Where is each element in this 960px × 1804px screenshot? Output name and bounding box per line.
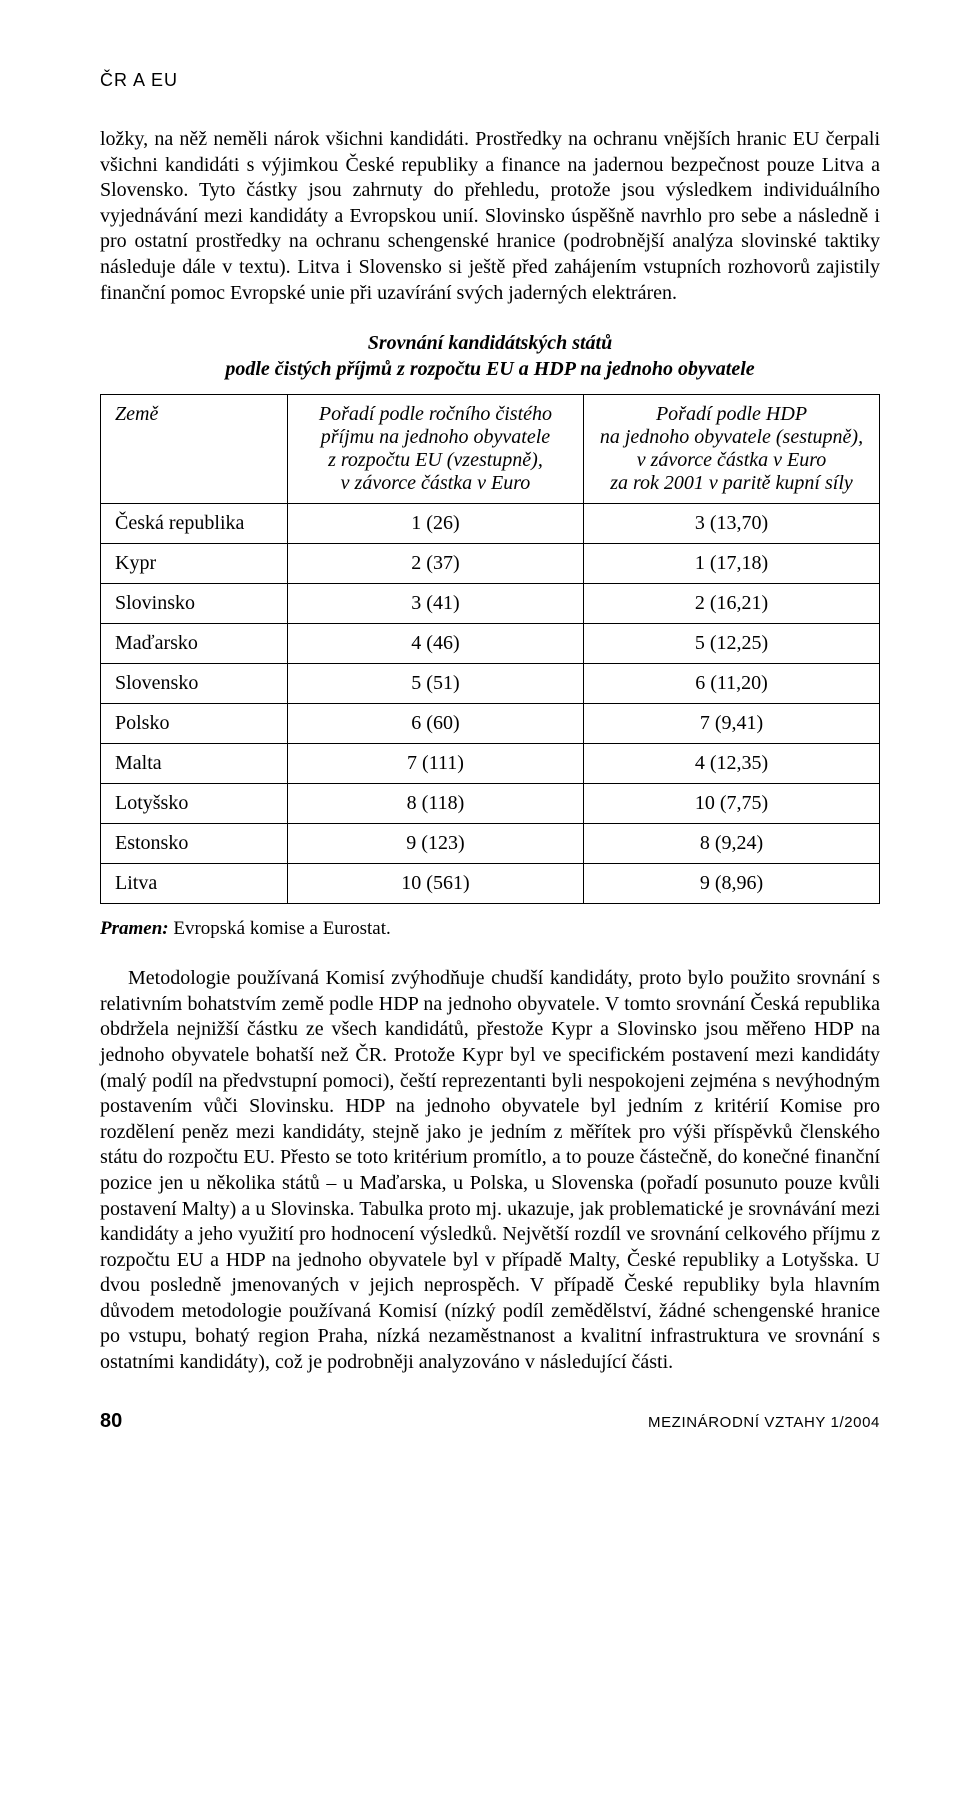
col1-line4: v závorce částka v Euro	[341, 472, 531, 494]
table-title-line1: Srovnání kandidátských států	[368, 332, 613, 354]
cell-country: Maďarsko	[101, 624, 288, 664]
comparison-table: Země Pořadí podle ročního čistého příjmu…	[100, 394, 880, 904]
source-text: Evropská komise a Eurostat.	[169, 918, 391, 939]
table-row: Litva10 (561)9 (8,96)	[101, 864, 880, 904]
section-header: ČR A EU	[100, 70, 880, 91]
cell-gdp-rank: 9 (8,96)	[583, 864, 879, 904]
body-paragraph-1: ložky, na něž neměli nárok všichni kandi…	[100, 127, 880, 306]
body-paragraph-2: Metodologie používaná Komisí zvýhodňuje …	[100, 966, 880, 1376]
col2-line3: v závorce částka v Euro	[637, 449, 827, 471]
table-row: Maďarsko4 (46)5 (12,25)	[101, 624, 880, 664]
column-header-income: Pořadí podle ročního čistého příjmu na j…	[287, 395, 583, 504]
table-title: Srovnání kandidátských států podle čistý…	[100, 330, 880, 382]
cell-income-rank: 10 (561)	[287, 864, 583, 904]
table-row: Polsko6 (60)7 (9,41)	[101, 704, 880, 744]
cell-country: Estonsko	[101, 824, 288, 864]
col2-line4: za rok 2001 v paritě kupní síly	[610, 472, 853, 494]
cell-gdp-rank: 3 (13,70)	[583, 504, 879, 544]
column-header-gdp: Pořadí podle HDP na jednoho obyvatele (s…	[583, 395, 879, 504]
cell-gdp-rank: 1 (17,18)	[583, 544, 879, 584]
cell-income-rank: 9 (123)	[287, 824, 583, 864]
cell-income-rank: 4 (46)	[287, 624, 583, 664]
cell-income-rank: 8 (118)	[287, 784, 583, 824]
cell-income-rank: 7 (111)	[287, 744, 583, 784]
col1-line2: příjmu na jednoho obyvatele	[321, 426, 550, 448]
source-label: Pramen:	[100, 918, 169, 939]
cell-gdp-rank: 4 (12,35)	[583, 744, 879, 784]
journal-info: MEZINÁRODNÍ VZTAHY 1/2004	[648, 1414, 880, 1431]
cell-gdp-rank: 5 (12,25)	[583, 624, 879, 664]
col2-line1: Pořadí podle HDP	[656, 403, 807, 425]
table-row: Slovensko5 (51)6 (11,20)	[101, 664, 880, 704]
cell-income-rank: 6 (60)	[287, 704, 583, 744]
table-row: Lotyšsko8 (118)10 (7,75)	[101, 784, 880, 824]
cell-gdp-rank: 7 (9,41)	[583, 704, 879, 744]
cell-gdp-rank: 10 (7,75)	[583, 784, 879, 824]
cell-income-rank: 5 (51)	[287, 664, 583, 704]
cell-country: Malta	[101, 744, 288, 784]
col1-line1: Pořadí podle ročního čistého	[319, 403, 552, 425]
table-row: Slovinsko3 (41)2 (16,21)	[101, 584, 880, 624]
col2-line2: na jednoho obyvatele (sestupně),	[600, 426, 863, 448]
column-header-country: Země	[101, 395, 288, 504]
cell-country: Lotyšsko	[101, 784, 288, 824]
cell-income-rank: 2 (37)	[287, 544, 583, 584]
table-row: Malta7 (111)4 (12,35)	[101, 744, 880, 784]
col1-line3: z rozpočtu EU (vzestupně),	[328, 449, 543, 471]
cell-country: Kypr	[101, 544, 288, 584]
cell-country: Česká republika	[101, 504, 288, 544]
page-number: 80	[100, 1410, 122, 1433]
cell-country: Litva	[101, 864, 288, 904]
cell-gdp-rank: 8 (9,24)	[583, 824, 879, 864]
table-row: Estonsko9 (123)8 (9,24)	[101, 824, 880, 864]
cell-country: Slovinsko	[101, 584, 288, 624]
table-row: Česká republika1 (26)3 (13,70)	[101, 504, 880, 544]
table-header-row: Země Pořadí podle ročního čistého příjmu…	[101, 395, 880, 504]
cell-country: Polsko	[101, 704, 288, 744]
cell-gdp-rank: 2 (16,21)	[583, 584, 879, 624]
cell-income-rank: 1 (26)	[287, 504, 583, 544]
cell-country: Slovensko	[101, 664, 288, 704]
table-source: Pramen: Evropská komise a Eurostat.	[100, 918, 880, 940]
cell-gdp-rank: 6 (11,20)	[583, 664, 879, 704]
page-footer: 80 MEZINÁRODNÍ VZTAHY 1/2004	[100, 1410, 880, 1433]
table-row: Kypr2 (37)1 (17,18)	[101, 544, 880, 584]
table-title-line2: podle čistých příjmů z rozpočtu EU a HDP…	[225, 358, 754, 380]
cell-income-rank: 3 (41)	[287, 584, 583, 624]
